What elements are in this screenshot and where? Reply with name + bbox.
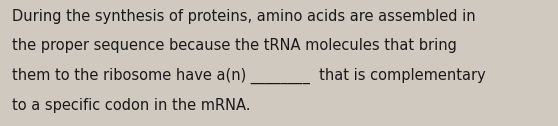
Text: to a specific codon in the mRNA.: to a specific codon in the mRNA. [12, 98, 251, 113]
Text: During the synthesis of proteins, amino acids are assembled in: During the synthesis of proteins, amino … [12, 9, 476, 24]
Text: them to the ribosome have a(n) ________  that is complementary: them to the ribosome have a(n) ________ … [12, 68, 486, 84]
Text: the proper sequence because the tRNA molecules that bring: the proper sequence because the tRNA mol… [12, 38, 457, 53]
